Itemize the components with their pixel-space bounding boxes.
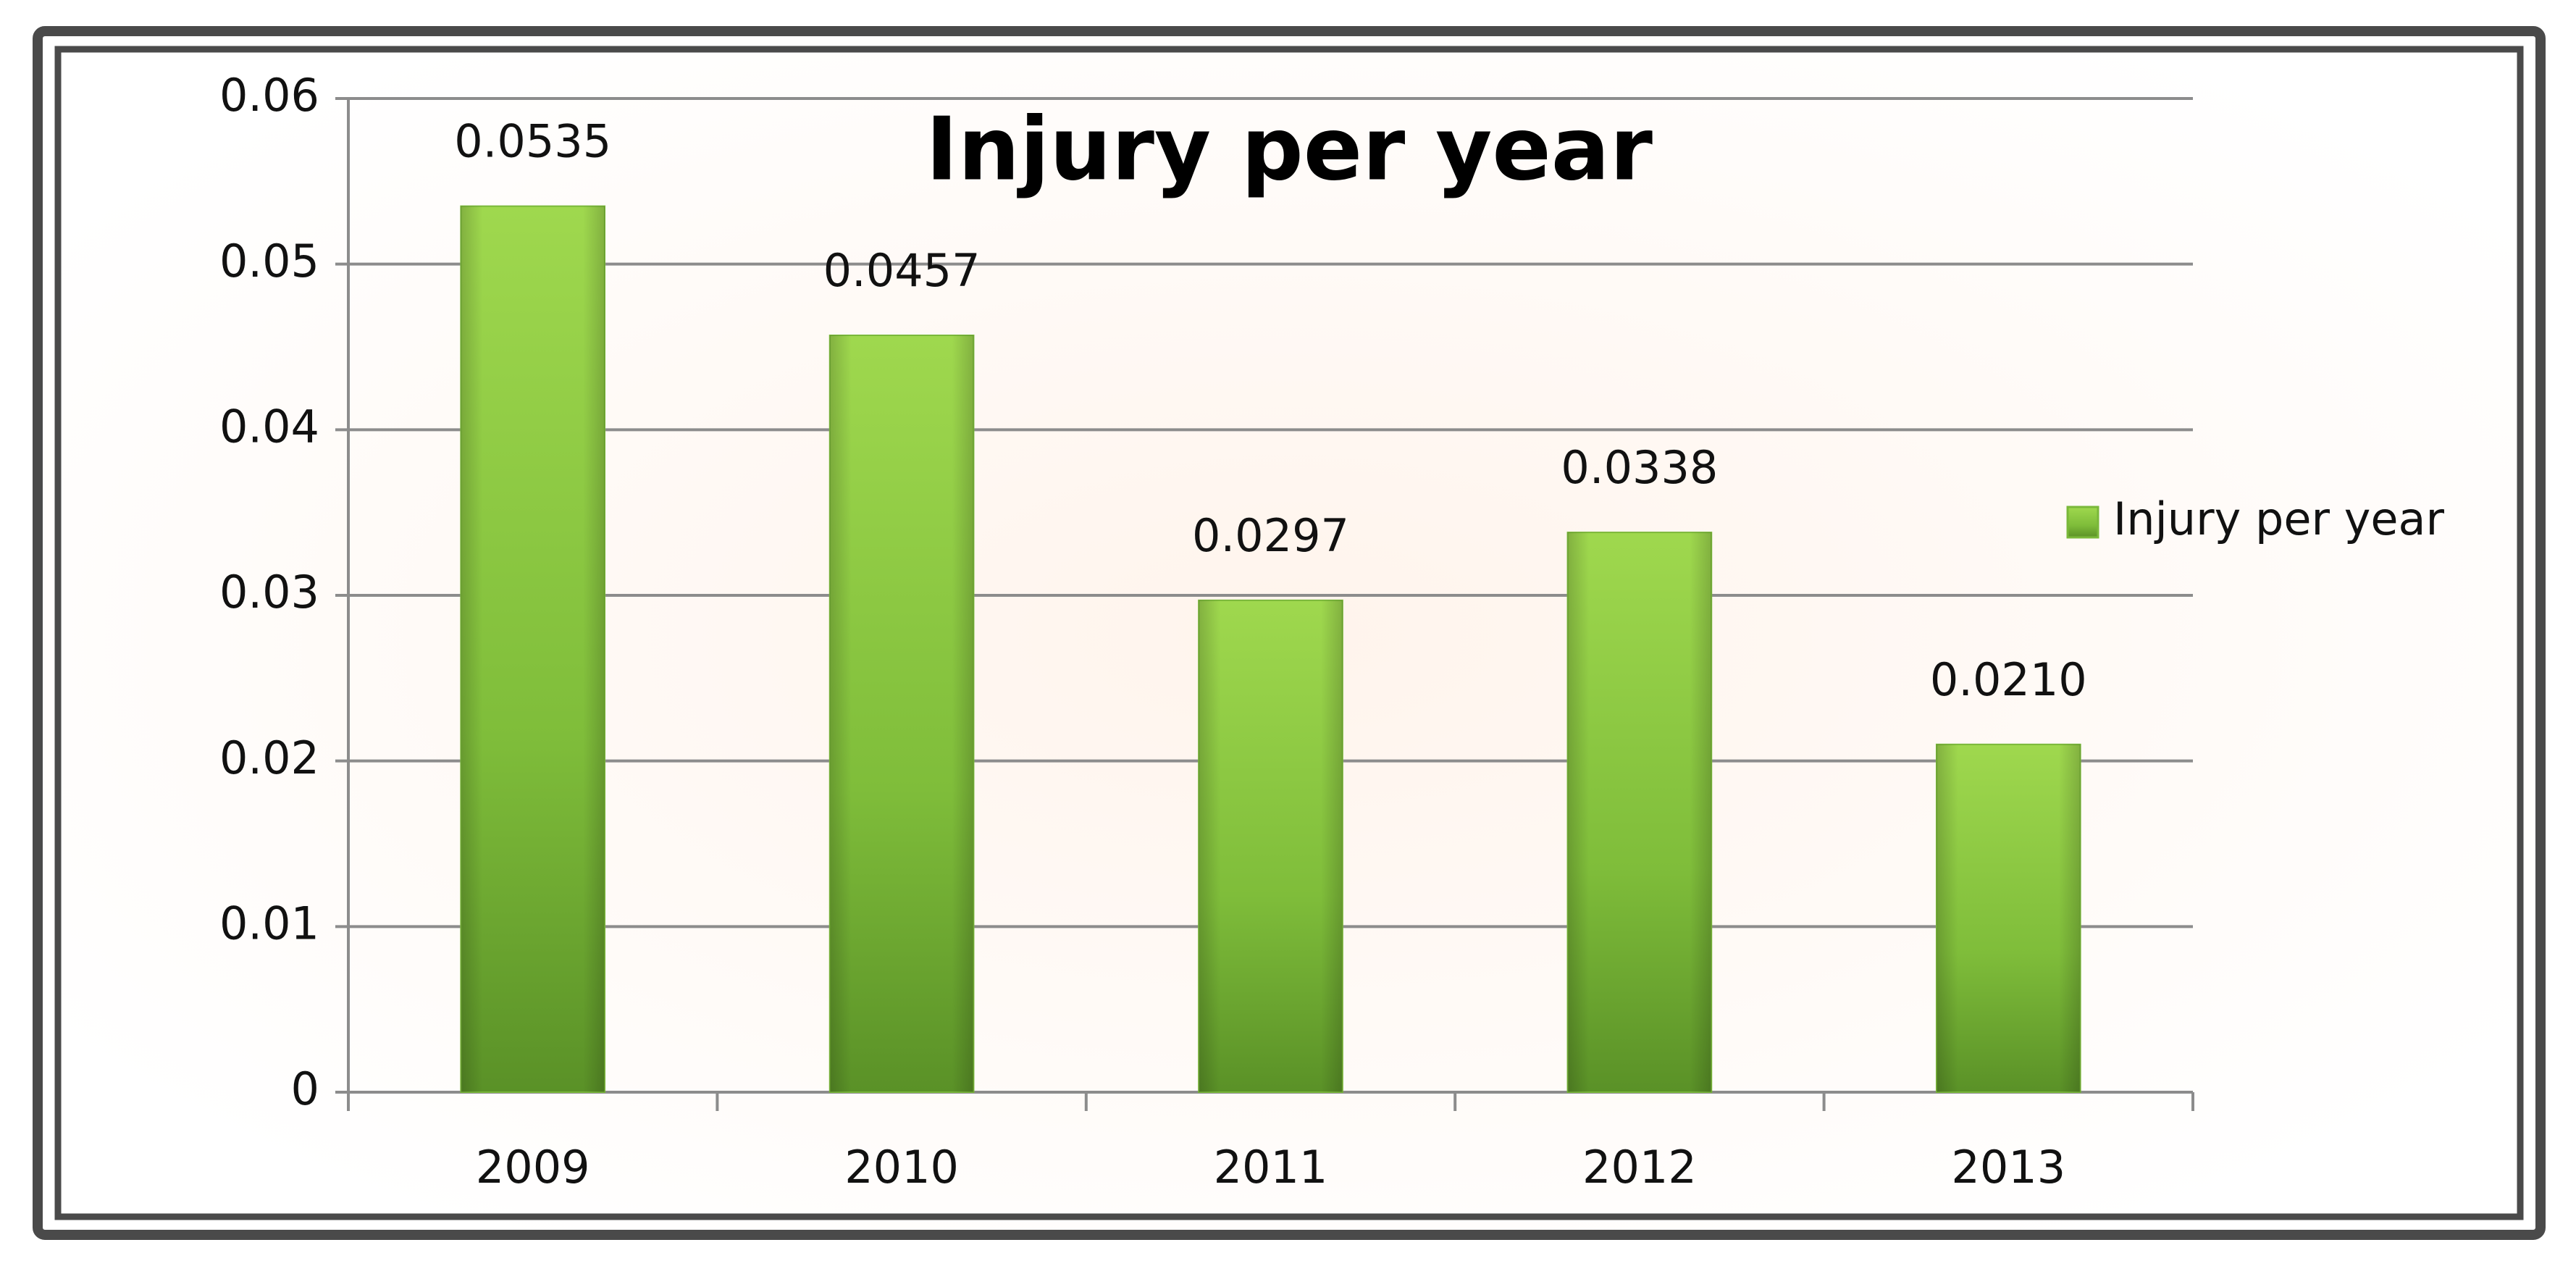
x-tick-label: 2012 (1582, 1141, 1697, 1194)
x-tick-label: 2010 (844, 1141, 959, 1194)
y-tick-label: 0.06 (219, 69, 319, 122)
bar-shade (1199, 600, 1343, 1092)
data-label: 0.0535 (454, 115, 611, 168)
data-label: 0.0457 (823, 244, 981, 297)
x-tick-label: 2013 (1951, 1141, 2065, 1194)
chart-title: Injury per year (926, 100, 1653, 201)
inner-frame (54, 46, 2524, 1220)
data-label: 0.0210 (1930, 653, 2087, 706)
y-tick-label: 0.02 (219, 731, 319, 784)
outer-frame (33, 26, 2546, 1240)
y-tick-label: 0.05 (219, 235, 319, 288)
bar-shade (461, 206, 605, 1093)
y-tick-label: 0.04 (219, 400, 319, 453)
bar-shade (1567, 532, 1712, 1092)
x-tick-label: 2009 (476, 1141, 590, 1194)
y-tick-label: 0.01 (219, 897, 319, 950)
legend-marker (2066, 506, 2099, 539)
y-tick-label: 0.03 (219, 566, 319, 619)
data-label: 0.0338 (1561, 441, 1718, 494)
data-label: 0.0297 (1192, 509, 1349, 562)
x-tick-label: 2011 (1214, 1141, 1328, 1194)
bar-shade (1936, 744, 2081, 1092)
y-tick-label: 0 (291, 1062, 319, 1115)
legend-label: Injury per year (2113, 492, 2445, 545)
bar-shade (829, 335, 974, 1092)
